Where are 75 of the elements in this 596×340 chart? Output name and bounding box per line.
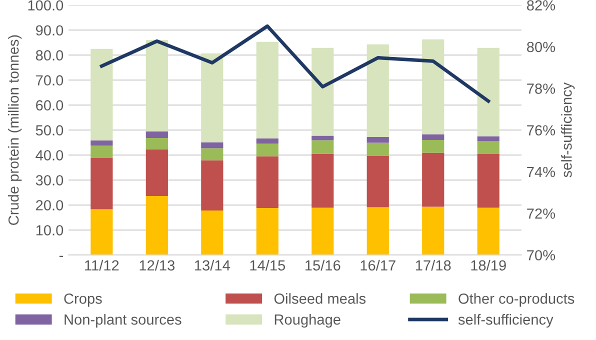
- bar: [90, 146, 113, 158]
- bar: [366, 44, 389, 138]
- legend-label: Crops: [64, 294, 102, 307]
- bar: [201, 148, 224, 160]
- x-tick-label: 11/12: [85, 260, 119, 271]
- bar: [312, 154, 334, 208]
- bar: [422, 39, 444, 134]
- legend-label: Roughage: [274, 314, 340, 328]
- y2-tick-label: 76%: [527, 125, 556, 136]
- y-tick-label: -: [59, 256, 64, 257]
- y2-tick-label: 72%: [527, 208, 556, 219]
- bar: [366, 137, 389, 143]
- bar: [477, 48, 500, 136]
- legend-label: self-sufficiency: [458, 314, 554, 328]
- y2-axis-title: self-sufficiency: [561, 82, 575, 178]
- legend-label: Oilseed meals: [274, 293, 366, 304]
- bar: [366, 142, 389, 156]
- bar: [90, 140, 113, 146]
- bar: [477, 154, 500, 208]
- bar: [477, 208, 500, 255]
- x-tick-label: 15/16: [306, 260, 340, 271]
- x-tick-label: 16/17: [360, 260, 396, 271]
- bar: [477, 136, 500, 142]
- bar: [201, 160, 224, 211]
- bar: [477, 141, 500, 154]
- x-tick-label: 13/14: [195, 260, 230, 271]
- bar: [90, 209, 113, 255]
- y-tick-label: 80.0: [36, 50, 64, 61]
- y2-tick-label: 70%: [527, 250, 556, 260]
- bar: [422, 140, 444, 153]
- bar: [256, 156, 278, 208]
- bar: [312, 136, 334, 140]
- bar: [201, 53, 224, 142]
- bar: [422, 152, 444, 207]
- y-tick-label: 90.0: [36, 25, 64, 36]
- bar: [146, 40, 168, 132]
- bar: [366, 207, 389, 255]
- y2-tick-label: 82%: [526, 0, 556, 11]
- line-series: [100, 24, 490, 103]
- bar: [256, 144, 278, 156]
- bar: [312, 208, 334, 255]
- x-tick-label: 14/15: [250, 260, 286, 271]
- y-tick-label: 50.0: [36, 125, 64, 136]
- x-tick-label: 18/19: [471, 260, 506, 271]
- bar: [146, 138, 168, 150]
- y2-tick-label: 74%: [527, 166, 556, 178]
- x-tick-label: 12/13: [140, 260, 175, 271]
- y-axis-title: Crude protein (million tonnes): [8, 35, 22, 225]
- bar: [312, 48, 334, 136]
- bar: [366, 156, 389, 208]
- bar: [422, 134, 444, 140]
- legend-label: Other co-products: [458, 293, 574, 307]
- x-tick-label: 17/18: [416, 260, 451, 271]
- bar: [256, 138, 278, 144]
- legend-label: Non-plant sources: [64, 314, 182, 328]
- bar: [256, 208, 278, 255]
- bar: [90, 158, 113, 210]
- y-tick-label: 30.0: [36, 175, 64, 186]
- y-tick-label: 100.0: [28, 0, 64, 11]
- bar: [90, 48, 113, 141]
- bar: [312, 140, 334, 154]
- y-tick-label: 10.0: [36, 225, 64, 236]
- y-tick-label: 20.0: [36, 200, 64, 210]
- bar: [146, 196, 168, 255]
- bar: [422, 206, 444, 255]
- bar: [201, 210, 224, 255]
- y2-tick-label: 80%: [526, 42, 556, 52]
- y-tick-label: 70.0: [36, 75, 64, 86]
- y-tick-label: 40.0: [36, 150, 64, 160]
- bar: [146, 149, 168, 196]
- bar: [146, 132, 168, 138]
- y-tick-label: 60.0: [36, 100, 64, 110]
- bar: [256, 42, 278, 139]
- y2-tick-label: 78%: [527, 84, 556, 94]
- bar: [201, 142, 224, 148]
